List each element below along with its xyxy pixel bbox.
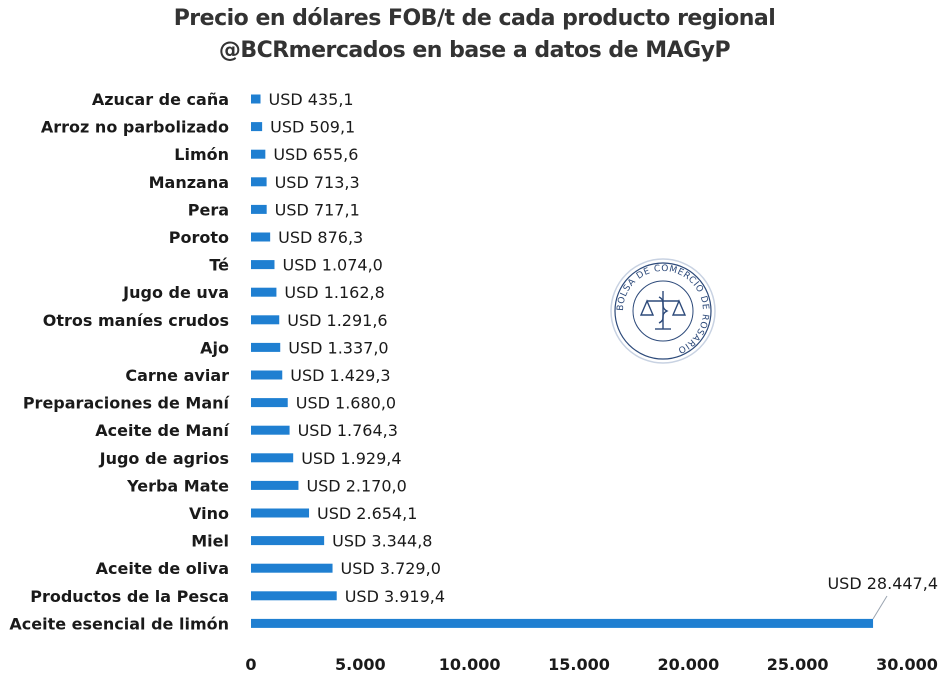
value-label: USD 1.929,4 bbox=[301, 449, 401, 468]
bcr-seal-logo: BOLSA DE COMERCIO DE ROSARIO bbox=[610, 258, 716, 364]
chart-subtitle: @BCRmercados en base a datos de MAGyP bbox=[218, 38, 731, 63]
category-label: Manzana bbox=[149, 173, 229, 192]
category-label: Productos de la Pesca bbox=[30, 587, 229, 606]
value-label: USD 1.337,0 bbox=[288, 338, 388, 357]
category-label: Preparaciones de Maní bbox=[23, 394, 231, 413]
value-label: USD 1.074,0 bbox=[282, 256, 382, 275]
x-tick-label: 10.000 bbox=[439, 655, 501, 674]
x-tick-label: 15.000 bbox=[548, 655, 610, 674]
bar-ajo bbox=[251, 342, 281, 352]
category-label: Carne aviar bbox=[125, 366, 229, 385]
category-label: Aceite esencial de limón bbox=[9, 614, 229, 633]
x-tick-label: 30.000 bbox=[876, 655, 938, 674]
category-label: Otros maníes crudos bbox=[43, 311, 229, 330]
bar-jugo-de-agrios bbox=[251, 453, 294, 463]
bar-productos-de-la-pesca bbox=[251, 591, 337, 601]
value-label: USD 28.447,4 bbox=[827, 574, 938, 593]
bar-aceite-de-mani bbox=[251, 425, 290, 435]
bar-pera bbox=[251, 204, 267, 214]
category-label: Aceite de Maní bbox=[95, 421, 230, 440]
value-label: USD 3.344,8 bbox=[332, 532, 432, 551]
category-label: Azucar de caña bbox=[92, 90, 229, 109]
category-label: Pera bbox=[188, 200, 229, 219]
bar-azucar-de-cana bbox=[251, 94, 261, 104]
category-label: Aceite de oliva bbox=[96, 559, 229, 578]
category-label: Jugo de agrios bbox=[99, 449, 229, 468]
category-label: Arroz no parbolizado bbox=[41, 118, 229, 137]
bar-miel bbox=[251, 536, 325, 546]
category-label: Limón bbox=[174, 145, 229, 164]
category-label: Poroto bbox=[169, 228, 229, 247]
category-label: Té bbox=[209, 256, 229, 275]
bar-aceite-de-oliva bbox=[251, 563, 333, 573]
x-axis-ticks-group: 0 5.000 10.000 15.000 20.000 25.000 30.000 bbox=[245, 655, 937, 674]
value-label: USD 2.654,1 bbox=[317, 504, 417, 523]
bar-otros-manies-crudos bbox=[251, 315, 280, 325]
value-label: USD 876,3 bbox=[278, 228, 363, 247]
x-tick-label: 5.000 bbox=[335, 655, 386, 674]
value-label: USD 3.919,4 bbox=[345, 587, 445, 606]
chart-title: Precio en dólares FOB/t de cada producto… bbox=[173, 6, 776, 31]
value-label: USD 655,6 bbox=[273, 145, 358, 164]
x-tick-label: 20.000 bbox=[657, 655, 719, 674]
category-label: Yerba Mate bbox=[126, 476, 229, 495]
value-label: USD 1.429,3 bbox=[290, 366, 390, 385]
bar-preparaciones-de-mani bbox=[251, 398, 288, 408]
bar-jugo-de-uva bbox=[251, 287, 277, 297]
category-label: Miel bbox=[191, 532, 229, 551]
category-labels-group: Azucar de caña Arroz no parbolizado Limón M… bbox=[9, 90, 230, 633]
bar-te bbox=[251, 260, 275, 270]
value-label: USD 509,1 bbox=[270, 118, 355, 137]
bar-vino bbox=[251, 508, 310, 518]
value-label: USD 435,1 bbox=[269, 90, 354, 109]
bar-yerba-mate bbox=[251, 480, 299, 490]
category-label: Jugo de uva bbox=[122, 283, 229, 302]
value-label: USD 1.764,3 bbox=[298, 421, 398, 440]
value-labels-group: USD 435,1 USD 509,1 USD 655,6 USD 713,3 USD … bbox=[269, 90, 938, 620]
value-label: USD 2.170,0 bbox=[306, 476, 406, 495]
bar-poroto bbox=[251, 232, 271, 242]
bar-arroz-no-parbolizado bbox=[251, 122, 263, 132]
value-label: USD 717,1 bbox=[275, 200, 360, 219]
x-tick-label: 25.000 bbox=[767, 655, 829, 674]
category-label: Ajo bbox=[200, 338, 229, 357]
bar-carne-aviar bbox=[251, 370, 283, 380]
x-tick-label: 0 bbox=[245, 655, 256, 674]
value-label: USD 1.291,6 bbox=[287, 311, 387, 330]
category-label: Vino bbox=[189, 504, 229, 523]
scales-of-justice-icon bbox=[639, 291, 687, 330]
value-label-leader-line bbox=[872, 595, 888, 620]
value-label: USD 1.680,0 bbox=[296, 394, 396, 413]
bar-limon bbox=[251, 149, 266, 159]
value-label: USD 713,3 bbox=[275, 173, 360, 192]
value-label: USD 1.162,8 bbox=[284, 283, 384, 302]
bars-group bbox=[251, 94, 874, 628]
bar-manzana bbox=[251, 177, 267, 187]
bar-aceite-esencial-de-limon bbox=[251, 618, 874, 628]
value-label: USD 3.729,0 bbox=[341, 559, 441, 578]
